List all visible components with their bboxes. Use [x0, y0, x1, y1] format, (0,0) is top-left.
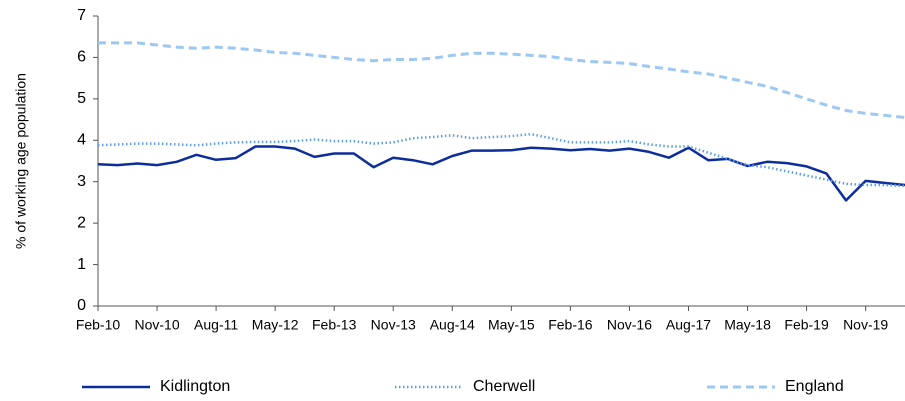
- x-tick-label: May-12: [252, 317, 299, 333]
- y-tick-label: 6: [77, 49, 86, 66]
- data-line: [98, 41, 905, 119]
- y-tick-label: 1: [77, 256, 86, 273]
- x-tick-label: Nov-10: [134, 317, 179, 333]
- x-tick-label: Aug-11: [194, 317, 238, 333]
- x-tick-label: Feb-13: [312, 317, 357, 333]
- data-line: [97, 145, 905, 202]
- data-line: [97, 132, 905, 188]
- y-tick-label: 4: [77, 132, 86, 149]
- x-tick-label: May-18: [724, 317, 771, 333]
- x-tick-label: Nov-16: [607, 317, 652, 333]
- x-tick-label: May-15: [488, 317, 535, 333]
- y-tick-label: 0: [77, 297, 86, 314]
- y-axis-label: % of working age population: [13, 73, 29, 249]
- y-tick-label: 3: [77, 173, 86, 190]
- x-tick-label: Aug-17: [666, 317, 711, 333]
- legend-label: Kidlington: [160, 378, 230, 395]
- x-tick-label: Nov-13: [371, 317, 416, 333]
- y-tick-label: 5: [77, 90, 86, 107]
- legend-label: Cherwell: [473, 378, 535, 395]
- x-tick-label: Feb-10: [76, 317, 121, 333]
- x-tick-label: Feb-16: [548, 317, 593, 333]
- x-tick-label: Feb-19: [784, 317, 829, 333]
- legend-label: England: [785, 378, 844, 395]
- x-tick-label: Nov-19: [843, 317, 888, 333]
- x-tick-label: Aug-14: [430, 317, 475, 333]
- y-tick-label: 2: [77, 214, 86, 231]
- y-tick-label: 7: [77, 7, 86, 24]
